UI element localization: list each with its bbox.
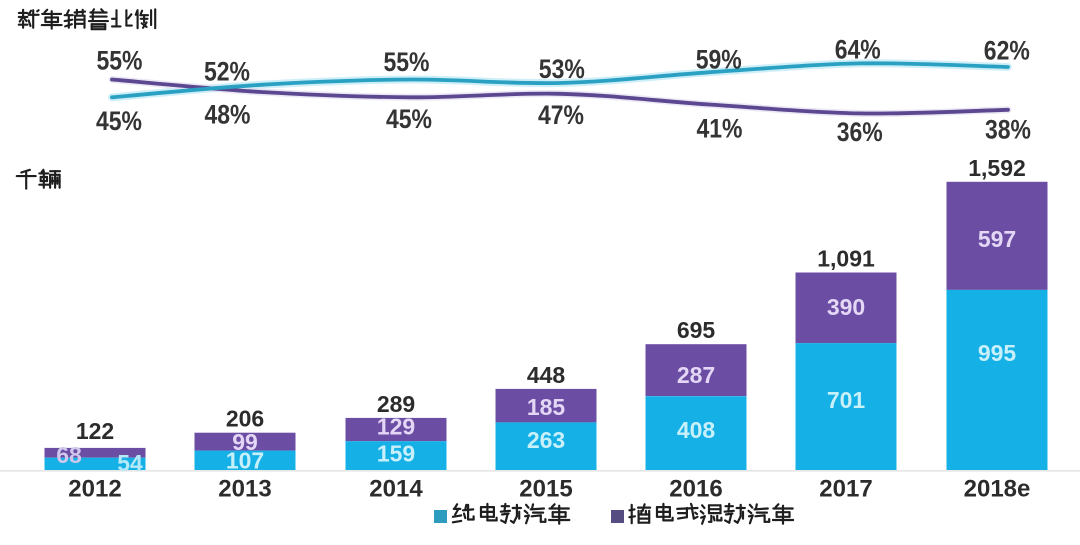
svg-text:2014: 2014 xyxy=(369,476,423,503)
svg-text:701: 701 xyxy=(827,387,866,413)
svg-text:1,091: 1,091 xyxy=(817,246,875,272)
svg-text:2017: 2017 xyxy=(819,476,872,503)
svg-text:62%: 62% xyxy=(984,36,1030,66)
svg-text:289: 289 xyxy=(377,391,415,417)
svg-text:2016: 2016 xyxy=(669,476,722,503)
svg-text:695: 695 xyxy=(677,317,716,343)
svg-text:448: 448 xyxy=(527,362,566,388)
svg-text:263: 263 xyxy=(527,427,565,453)
svg-text:55%: 55% xyxy=(384,47,430,77)
svg-text:36%: 36% xyxy=(837,117,883,147)
svg-text:2012: 2012 xyxy=(68,476,121,503)
svg-text:41%: 41% xyxy=(697,114,743,144)
svg-text:129: 129 xyxy=(377,414,415,440)
svg-text:107: 107 xyxy=(226,448,264,474)
svg-text:45%: 45% xyxy=(386,104,432,134)
svg-text:45%: 45% xyxy=(96,106,142,136)
svg-text:597: 597 xyxy=(978,226,1016,252)
svg-text:64%: 64% xyxy=(835,35,881,65)
svg-text:287: 287 xyxy=(677,362,715,388)
svg-text:53%: 53% xyxy=(539,54,585,84)
svg-text:2013: 2013 xyxy=(218,476,271,503)
svg-text:122: 122 xyxy=(76,418,114,444)
svg-text:1,592: 1,592 xyxy=(968,155,1026,181)
svg-text:2018e: 2018e xyxy=(964,476,1031,503)
svg-text:206: 206 xyxy=(226,406,264,432)
svg-text:52%: 52% xyxy=(204,57,250,87)
svg-text:38%: 38% xyxy=(985,115,1031,145)
svg-text:99: 99 xyxy=(232,429,258,455)
svg-text:47%: 47% xyxy=(538,100,584,130)
svg-text:390: 390 xyxy=(827,294,865,320)
svg-text:995: 995 xyxy=(978,340,1017,366)
svg-text:48%: 48% xyxy=(205,100,251,130)
svg-text:54: 54 xyxy=(117,450,143,476)
svg-text:2015: 2015 xyxy=(519,476,572,503)
svg-text:408: 408 xyxy=(677,417,716,443)
svg-text:68: 68 xyxy=(56,442,82,468)
svg-text:55%: 55% xyxy=(97,46,143,76)
svg-text:59%: 59% xyxy=(696,45,742,75)
svg-text:159: 159 xyxy=(377,441,415,467)
svg-text:185: 185 xyxy=(527,394,566,420)
